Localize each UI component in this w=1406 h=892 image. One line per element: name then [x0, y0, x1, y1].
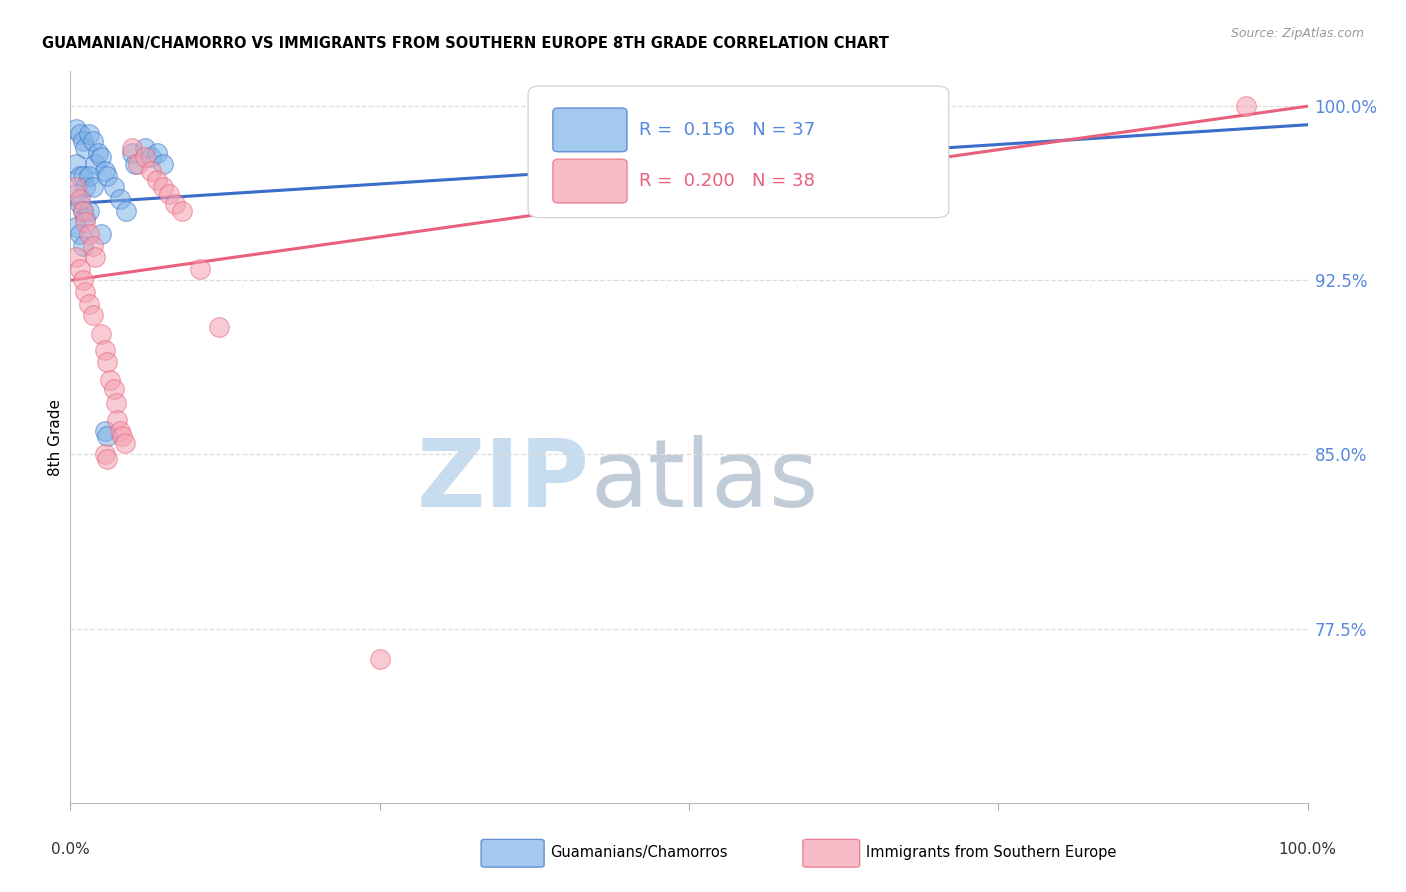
- Point: [82, 180, 104, 194]
- Point: [108, 192, 131, 206]
- Text: Source: ZipAtlas.com: Source: ZipAtlas.com: [1230, 27, 1364, 40]
- Point: [69, 227, 91, 241]
- Point: [72, 238, 94, 252]
- Point: [65, 187, 87, 202]
- Point: [105, 396, 128, 410]
- Point: [72, 203, 94, 218]
- Point: [84, 157, 107, 171]
- Point: [72, 169, 94, 183]
- Point: [114, 436, 136, 450]
- Point: [170, 203, 193, 218]
- Point: [188, 261, 211, 276]
- Text: R =  0.156   N = 37: R = 0.156 N = 37: [640, 121, 815, 139]
- Point: [1234, 99, 1257, 113]
- Text: Guamanians/Chamorros: Guamanians/Chamorros: [550, 845, 728, 860]
- FancyBboxPatch shape: [481, 839, 544, 867]
- Point: [82, 238, 104, 252]
- Text: 0.0%: 0.0%: [51, 842, 90, 856]
- Point: [368, 652, 391, 666]
- Point: [94, 343, 117, 357]
- Point: [124, 157, 146, 171]
- FancyBboxPatch shape: [803, 839, 859, 867]
- Point: [152, 157, 174, 171]
- Point: [94, 164, 117, 178]
- Point: [69, 196, 91, 211]
- Point: [134, 150, 156, 164]
- Point: [90, 326, 112, 341]
- Point: [96, 169, 118, 183]
- Text: R =  0.200   N = 38: R = 0.200 N = 38: [640, 172, 815, 190]
- Point: [82, 308, 104, 322]
- Point: [90, 227, 112, 241]
- Point: [65, 180, 87, 194]
- Point: [152, 180, 174, 194]
- Point: [75, 215, 97, 229]
- Point: [108, 424, 131, 438]
- Point: [127, 157, 149, 171]
- Point: [94, 448, 117, 462]
- Point: [72, 134, 94, 148]
- Point: [96, 452, 118, 467]
- Point: [121, 141, 143, 155]
- Text: 100.0%: 100.0%: [1278, 842, 1337, 856]
- FancyBboxPatch shape: [529, 86, 949, 218]
- Point: [90, 150, 112, 164]
- Point: [157, 187, 180, 202]
- FancyBboxPatch shape: [553, 159, 627, 203]
- Point: [65, 157, 87, 171]
- Point: [146, 145, 169, 160]
- Point: [96, 354, 118, 368]
- Point: [111, 429, 134, 443]
- Point: [94, 424, 117, 438]
- Text: Immigrants from Southern Europe: Immigrants from Southern Europe: [866, 845, 1116, 860]
- Point: [139, 150, 162, 164]
- Point: [84, 250, 107, 264]
- Point: [115, 203, 138, 218]
- Point: [121, 145, 143, 160]
- Point: [75, 285, 97, 299]
- Point: [75, 180, 97, 194]
- Point: [75, 141, 97, 155]
- Point: [65, 250, 87, 264]
- Point: [165, 196, 187, 211]
- Text: GUAMANIAN/CHAMORRO VS IMMIGRANTS FROM SOUTHERN EUROPE 8TH GRADE CORRELATION CHAR: GUAMANIAN/CHAMORRO VS IMMIGRANTS FROM SO…: [42, 36, 889, 51]
- Point: [105, 412, 128, 426]
- FancyBboxPatch shape: [553, 108, 627, 152]
- Point: [77, 127, 100, 141]
- Point: [77, 169, 100, 183]
- Point: [69, 169, 91, 183]
- Point: [139, 164, 162, 178]
- Point: [77, 227, 100, 241]
- Point: [103, 180, 125, 194]
- Point: [98, 373, 121, 387]
- Point: [208, 319, 231, 334]
- Point: [86, 145, 108, 160]
- Point: [69, 127, 91, 141]
- Point: [72, 273, 94, 287]
- Point: [69, 192, 91, 206]
- Point: [72, 203, 94, 218]
- Point: [75, 211, 97, 225]
- Text: atlas: atlas: [591, 435, 818, 527]
- Point: [134, 141, 156, 155]
- Y-axis label: 8th Grade: 8th Grade: [48, 399, 63, 475]
- Point: [77, 296, 100, 310]
- Point: [77, 203, 100, 218]
- Point: [96, 429, 118, 443]
- Point: [103, 383, 125, 397]
- Text: ZIP: ZIP: [418, 435, 591, 527]
- Point: [65, 122, 87, 136]
- Point: [69, 261, 91, 276]
- Point: [82, 134, 104, 148]
- Point: [65, 219, 87, 234]
- Point: [146, 173, 169, 187]
